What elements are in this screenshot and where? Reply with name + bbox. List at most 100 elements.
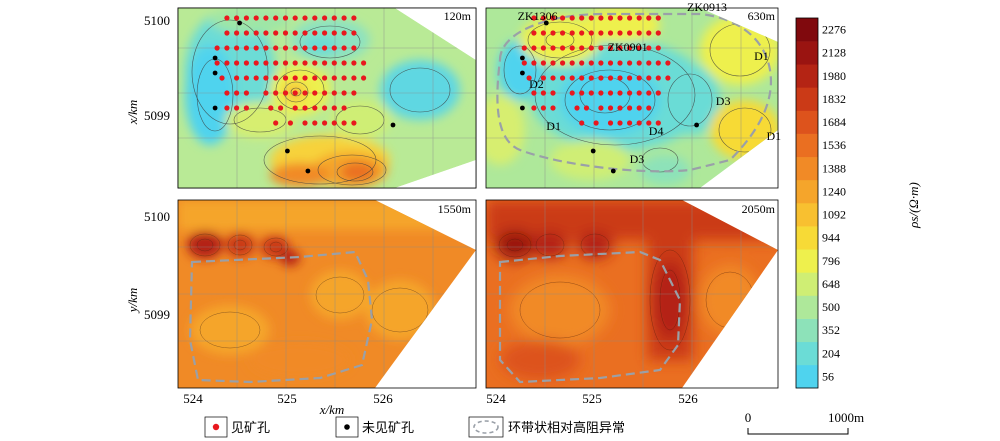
ore-hole-point [341,15,347,21]
ore-hole-point [322,90,328,96]
ore-hole-point [588,60,594,66]
ore-hole-point [583,105,590,111]
colorbar-swatch [796,318,818,343]
ore-hole-point [607,75,614,81]
colorbar-swatch [796,272,818,296]
ore-hole-point [224,30,230,36]
ytick-5099-top: 5099 [144,108,170,123]
xtick-525-right: 525 [582,391,602,406]
scale-bar-line [747,428,849,435]
ore-hole-point [341,120,347,126]
colorbar-tick-label: 1388 [822,161,846,175]
ore-hole-point [646,60,652,66]
ore-hole-point [617,120,623,126]
barren-hole-point [520,105,525,111]
ore-hole-point [646,105,652,111]
ore-hole-point [361,75,367,81]
ore-hole-point [598,45,604,51]
ore-hole-point [550,60,556,66]
ore-hole-point [282,15,289,21]
annotation-label: D1 [754,49,769,63]
ore-hole-point [224,90,230,96]
legend: 见矿孔 未见矿孔 环带状相对高阻异常 [204,416,625,438]
colorbar-tick-label: 648 [822,277,840,291]
ore-hole-point [351,30,357,36]
colorbar-frame [795,17,819,389]
ore-hole-point [224,60,230,66]
ore-hole-point [627,15,633,21]
ore-hole-point [598,105,604,111]
ore-hole-point [234,105,240,111]
xtick-524-right: 524 [486,391,506,406]
ore-hole-point [531,45,537,51]
ore-hole-point [646,75,652,81]
panel-2050m: 2050m [485,199,779,389]
ore-hole-point [560,60,566,66]
panel-120m: 120m [177,7,477,189]
ore-hole-point [540,30,547,36]
ore-hole-point [636,90,642,96]
ore-hole-point [579,120,585,126]
xtick-525-left: 525 [277,391,297,406]
colorbar-tick-label: 56 [822,369,834,383]
colorbar-swatch [796,18,818,42]
ore-hole-point [579,75,585,81]
ore-hole-point [607,105,614,111]
ore-hole-point [341,75,347,81]
ore-hole-point [569,45,575,51]
ore-hole-point [312,105,318,111]
ore-hole-point [292,15,298,21]
scale-bar-start: 0 [745,410,752,425]
ore-hole-point [214,60,220,66]
colorbar-tick-label: 796 [822,254,840,268]
ore-hole-point [278,105,284,111]
axis-labels: 5100 5099 5100 5099 x/km y/km 524 525 52… [125,13,698,417]
ore-hole-point [331,45,337,51]
ore-hole-point [607,45,614,51]
ore-hole-point [521,45,527,51]
ore-hole-point [273,120,279,126]
ore-hole-point [607,90,614,96]
panel-1550m-field [178,200,476,388]
ore-hole-point [331,75,337,81]
barren-hole-point [305,168,311,174]
ore-hole-point [540,75,547,81]
ore-hole-point [636,75,642,81]
ore-hole-point [550,75,556,81]
ore-hole-point [253,75,259,81]
y-axis-label-top: x/km [125,100,140,126]
ore-hole-point [588,75,594,81]
ore-hole-point [253,60,259,66]
panel-1550m: 1550m [177,199,477,389]
colorbar-tick-label: 1980 [822,69,846,83]
ore-hole-point [302,45,308,51]
ore-hole-point [550,15,556,21]
ore-hole-point [282,60,289,66]
ore-hole-point [234,45,240,51]
ore-hole-point [655,75,661,81]
ore-hole-point [627,75,633,81]
ore-hole-point [655,120,661,126]
ore-hole-point [351,15,357,21]
ore-hole-point [579,45,585,51]
annotation-label: D1 [546,119,561,133]
ring-anomaly-outline-1550m [188,250,374,384]
panel-120m-field [178,8,476,188]
colorbar-swatches [796,18,818,389]
ore-hole-point [331,105,337,111]
ore-hole-point [234,60,240,66]
ore-hole-point [341,105,347,111]
ore-hole-point [243,90,249,96]
ore-hole-point [540,105,547,111]
ore-hole-point [273,60,279,66]
ore-hole-point [607,120,614,126]
ore-hole-point [361,60,367,66]
barren-hole-point [610,168,616,174]
annotation-label: ZK0901 [608,40,648,54]
ore-hole-point [263,75,269,81]
ore-hole-point [579,90,585,96]
ore-hole-point [351,45,357,51]
ore-hole-point [268,105,274,111]
ore-hole-point [540,90,547,96]
legend-barren-label: 未见矿孔 [362,420,414,435]
